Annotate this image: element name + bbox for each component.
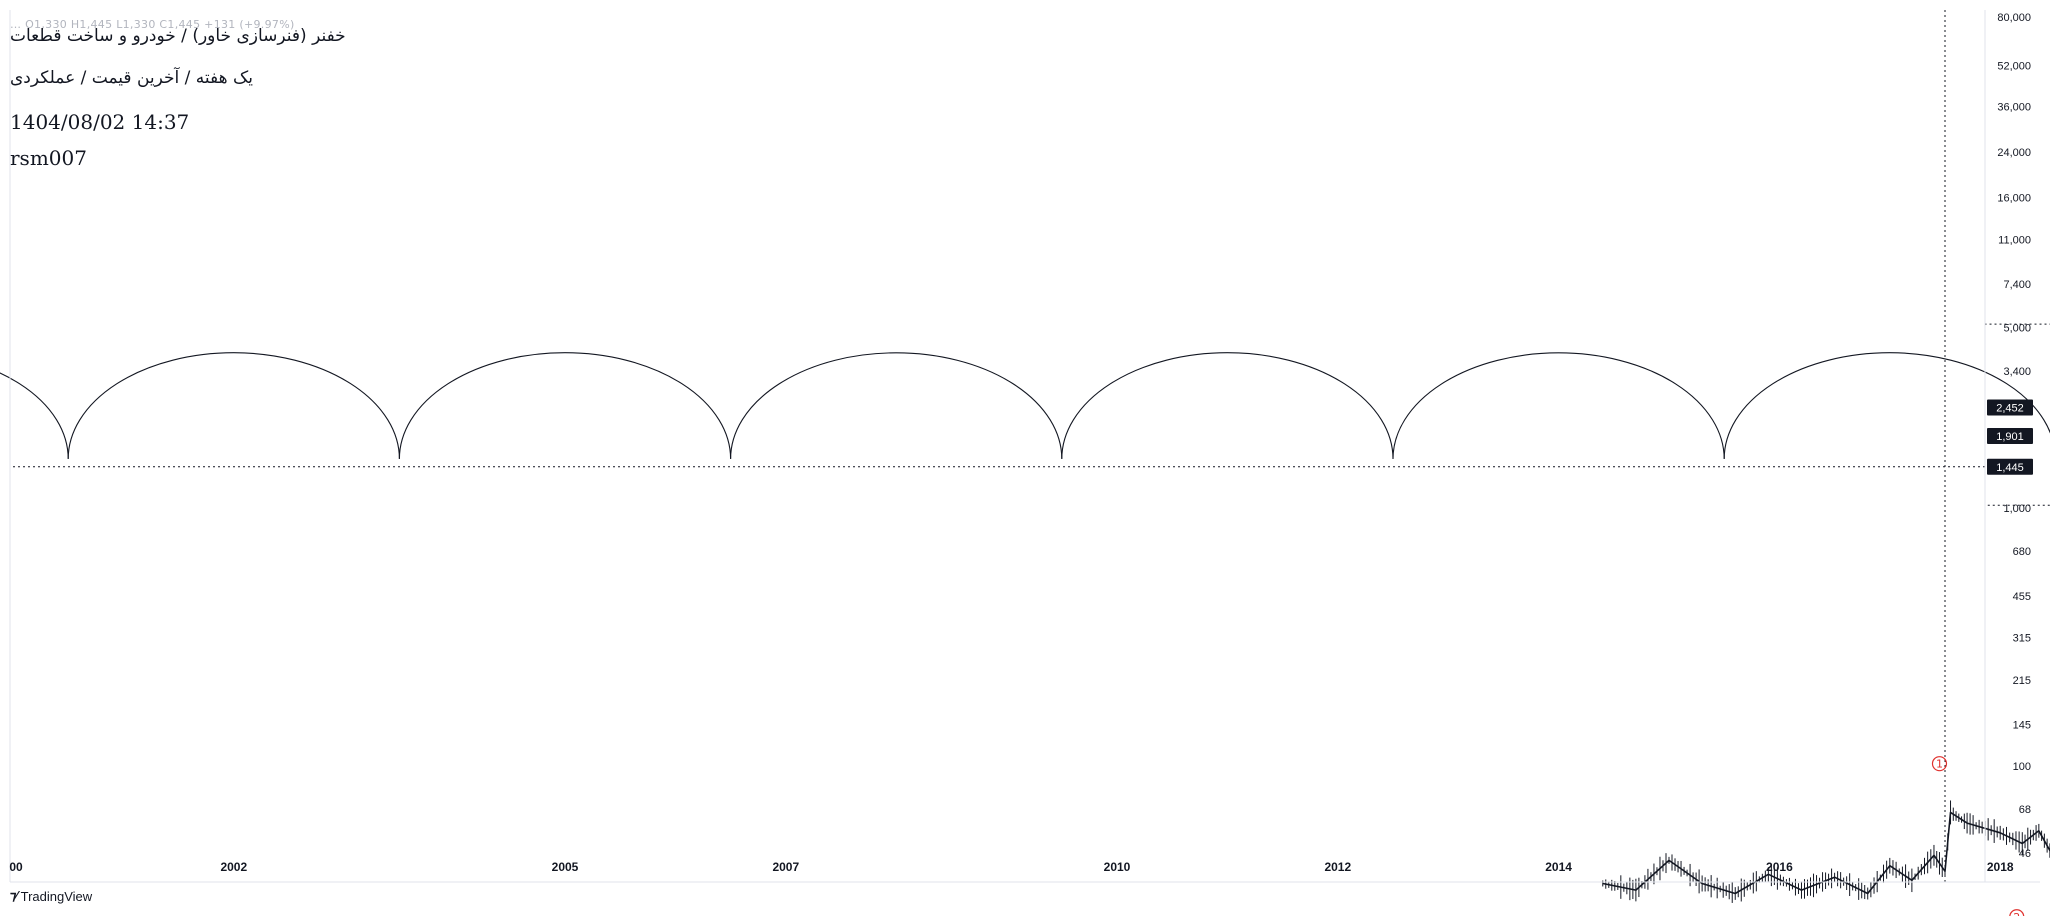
wave-label: 2 — [2013, 911, 2020, 916]
price-tick-label: 100 — [2013, 761, 2031, 773]
price-tick-label: 7,400 — [2003, 279, 2031, 291]
brand-name: TradingView — [20, 888, 93, 904]
price-line — [1602, 811, 2050, 895]
price-badge-label: 1,445 — [1996, 462, 2024, 474]
cycle-arc — [398, 352, 732, 459]
price-tick-label: 46 — [2019, 848, 2031, 860]
price-badge-box — [1987, 428, 2033, 445]
price-tick-label: 5,000 — [2003, 323, 2031, 335]
time-tick-label: 2007 — [772, 860, 799, 874]
cycle-arc — [0, 372, 69, 459]
time-tick-label: 2016 — [1766, 860, 1793, 874]
chart-subtitle: یک هفته / آخرین قیمت / عملکردی — [10, 68, 253, 88]
price-badge-label: 1,901 — [1996, 431, 2024, 443]
timestamp: 1404/08/02 14:37 — [10, 110, 190, 134]
price-tick-label: 11,000 — [1998, 234, 2031, 246]
time-tick-label: 2014 — [1545, 860, 1572, 874]
time-axis[interactable]: 0020022005200720102012201420162018202020… — [9, 860, 2050, 883]
price-tick-label: 52,000 — [1997, 60, 2031, 72]
wave-label-circle — [1931, 756, 1948, 772]
tradingview-logo-icon: ⁊⁄ — [10, 888, 18, 903]
price-tick-label: 680 — [2013, 546, 2031, 558]
price-badge-box — [1987, 399, 2033, 416]
price-tick-label: 1,000 — [2003, 503, 2031, 515]
cycle-arc — [730, 352, 1063, 459]
price-tick-label: 3,400 — [2003, 366, 2031, 378]
time-tick-label: 2010 — [1104, 860, 1131, 874]
horizontal-level-lines — [13, 323, 2050, 506]
wave-labels: 1234512345ABCDE(A)(B)(C)m:tp(5,165)sl — [1931, 756, 2025, 916]
price-tick-label: 315 — [2013, 632, 2031, 644]
chart-title: خفنر (فنرسازی خاور) / خودرو و ساخت قطعات — [10, 26, 346, 46]
cycle-arc — [1392, 352, 1725, 459]
time-tick-label: 2002 — [220, 860, 247, 874]
tradingview-logo[interactable]: ⁊⁄ TradingView — [10, 888, 92, 904]
ohlc-readout: … O1,330 H1,445 L1,330 C1,445 +131 (+9.9… — [10, 18, 295, 31]
price-tick-label: 215 — [2013, 675, 2031, 687]
time-tick-label: 2018 — [1987, 860, 2014, 874]
price-tick-label: 16,000 — [1997, 192, 2031, 204]
time-tick-label: 2005 — [552, 860, 579, 874]
price-tick-label: 145 — [2013, 719, 2031, 731]
cycle-arc — [1723, 352, 2050, 459]
price-series — [1602, 800, 2050, 903]
cycle-arcs — [0, 352, 2050, 459]
vertical-time-lines — [9, 10, 1946, 882]
price-tick-label: 24,000 — [1997, 147, 2031, 159]
cycle-arc — [67, 352, 400, 459]
price-axis[interactable]: 80,000 52,000 36,000 24,000 16,000 11,000 7,40… — [1984, 10, 2031, 882]
price-tick-label: 68 — [2019, 804, 2031, 816]
wave-label: 1 — [1936, 758, 1943, 771]
price-tick-label: 455 — [2013, 591, 2031, 603]
price-badges: 2,452 1,901 1,445 — [1987, 399, 2033, 475]
time-tick-label: 2012 — [1324, 860, 1351, 874]
price-badge-box — [1987, 458, 2033, 475]
wave-label-circle — [2009, 909, 2025, 916]
author-name: rsm007 — [10, 146, 87, 170]
time-tick-label: 00 — [9, 860, 23, 874]
price-tick-label: 80,000 — [1997, 12, 2031, 24]
price-badge-label: 2,452 — [1996, 403, 2024, 415]
cycle-arc — [1061, 352, 1394, 459]
price-tick-label: 36,000 — [1997, 102, 2031, 114]
